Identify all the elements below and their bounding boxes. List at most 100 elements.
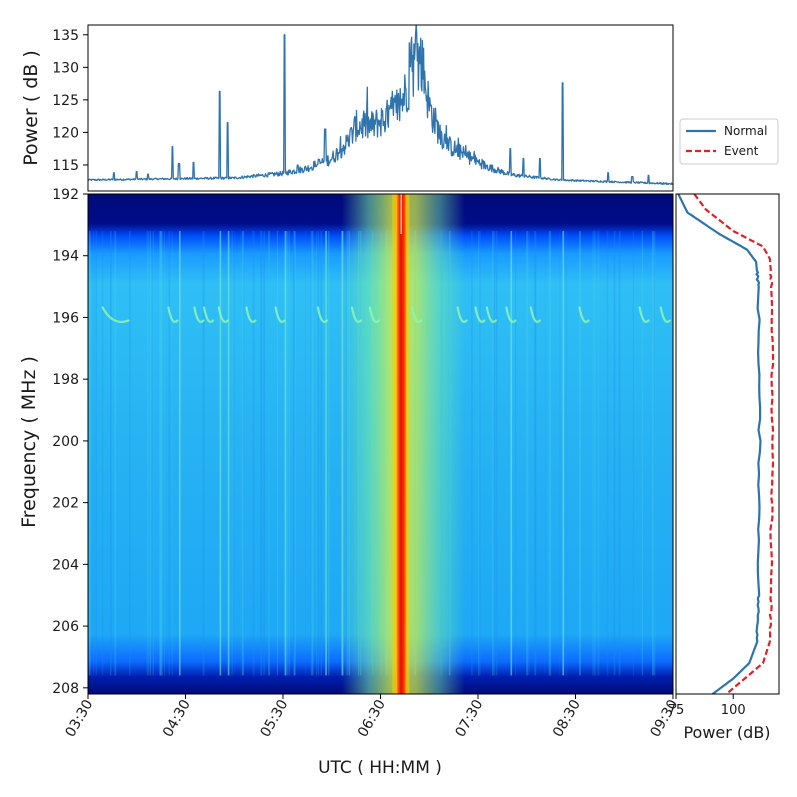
timeseries-ytick-label: 130 <box>52 60 79 76</box>
spectrogram-streak <box>263 231 266 676</box>
spectrogram-streak <box>240 231 242 676</box>
spectrogram-streak <box>632 231 634 676</box>
spectrogram-ylabel: Frequency ( MHz ) <box>18 356 40 528</box>
spectrum-line-normal <box>677 194 762 694</box>
spectrogram-streak <box>171 231 173 676</box>
spectrogram-streak <box>88 231 91 676</box>
spectrogram-streak <box>653 231 656 676</box>
spectrogram-streak <box>478 231 480 676</box>
spectrogram-xtick-label: 05:30 <box>257 697 291 740</box>
spectrogram-streak <box>288 231 290 676</box>
spectrogram-ytick-label: 204 <box>52 557 79 573</box>
spectrogram-streak <box>168 231 171 676</box>
timeseries-line <box>88 25 673 185</box>
spectrogram-streak <box>293 231 295 676</box>
spectrogram-streak <box>284 231 287 676</box>
spectrogram-streak <box>294 231 295 676</box>
spectrogram-streak <box>534 231 537 676</box>
spectrogram-ytick-label: 200 <box>52 434 79 450</box>
spectrogram-streak <box>559 231 561 676</box>
spectrogram-streak <box>110 231 112 676</box>
arc-feature <box>193 306 205 324</box>
spectrogram-streak <box>148 231 149 676</box>
spectrogram-streak <box>267 231 270 676</box>
spectrum-panel: 75 100 Power (dB) <box>668 193 780 742</box>
spectrogram-ytick-label: 196 <box>52 310 79 326</box>
spectrogram-xtick-label: 08:30 <box>550 697 584 740</box>
spectrogram-streak <box>277 231 278 676</box>
arc-feature <box>350 306 363 324</box>
spectrogram-streak <box>95 231 98 676</box>
spectrogram-streak <box>471 231 473 676</box>
spectrogram-streak <box>493 231 496 676</box>
spectrum-xticks: 75 100 <box>668 694 746 718</box>
arc-feature <box>316 306 328 324</box>
spectrogram-ytick-label: 202 <box>52 496 79 512</box>
spectrogram-streak <box>510 231 513 676</box>
spectrogram-panel: 192 194 196 198 200 202 204 206 208 03:30 04:30 05… <box>18 187 681 778</box>
spectrogram-streak <box>227 231 230 676</box>
spectrogram-streak <box>565 231 568 676</box>
legend-normal-label: Normal <box>724 124 767 138</box>
arc-feature <box>505 306 517 324</box>
arc-feature <box>368 306 380 324</box>
spectrogram-streak <box>179 231 181 676</box>
spectrogram-streak <box>159 231 161 676</box>
spectrogram-streak <box>231 231 233 676</box>
spectrogram-streak <box>641 231 643 676</box>
timeseries-panel: 115 120 125 130 135 Power ( dB ) <box>20 24 674 192</box>
spectrogram-ytick-label: 192 <box>52 187 79 203</box>
spectrogram-xtick-label: 06:30 <box>355 697 389 740</box>
spectrum-frame <box>675 193 780 695</box>
arc-feature <box>101 306 130 324</box>
arc-feature <box>411 306 423 324</box>
spectrogram-streak <box>534 231 536 676</box>
spectrogram-streak <box>606 231 609 676</box>
spectrogram-streak <box>152 231 154 676</box>
arc-feature <box>245 306 257 324</box>
spectrogram-streak <box>613 231 616 676</box>
spectrogram-streak <box>653 231 656 676</box>
timeseries-series <box>88 25 673 185</box>
spectrogram-streak <box>286 231 287 676</box>
arc-feature <box>578 306 590 324</box>
spectrogram-streak <box>652 231 654 676</box>
arc-feature <box>474 306 486 324</box>
spectrogram-streak <box>294 231 296 676</box>
timeseries-ytick-label: 115 <box>52 158 79 174</box>
spectrum-xtick-label: 75 <box>668 703 685 718</box>
spectrogram-streak <box>219 231 222 676</box>
spectrogram-streak <box>146 231 148 676</box>
spectrogram-streak <box>286 231 289 676</box>
arc-feature <box>659 306 671 324</box>
arc-feature <box>529 306 541 324</box>
spectrogram-streak <box>528 231 530 676</box>
spectrum-line-event <box>693 194 775 694</box>
timeseries-yticks: 115 120 125 130 135 <box>52 28 88 174</box>
spectrogram-streak <box>562 231 565 676</box>
spectrogram-streak <box>579 231 581 676</box>
spectrogram-ytick-label: 198 <box>52 372 79 388</box>
spectrogram-streak <box>317 231 320 676</box>
spectrogram-streak <box>310 231 312 676</box>
spectrogram-streak <box>242 231 244 676</box>
spectrogram-streak <box>480 231 481 676</box>
spectrogram-streak <box>515 231 517 676</box>
spectrogram-streak <box>311 231 314 676</box>
arc-feature <box>638 306 650 324</box>
event-band-core <box>395 194 407 694</box>
timeseries-ylabel: Power ( dB ) <box>20 50 42 165</box>
spectrogram-streak <box>260 231 263 676</box>
timeseries-ytick-label: 120 <box>52 125 79 141</box>
spectrogram-streak <box>618 231 621 676</box>
legend: Normal Event <box>679 118 779 165</box>
arc-features <box>101 306 671 324</box>
spectrogram-ytick-label: 194 <box>52 249 79 265</box>
arc-feature <box>217 306 229 324</box>
timeseries-plot-area <box>88 25 673 191</box>
spectrogram-streak <box>548 231 551 676</box>
spectrogram-streak <box>101 231 104 676</box>
spectrogram-streak <box>163 231 166 676</box>
spectrogram-streak <box>549 231 552 676</box>
